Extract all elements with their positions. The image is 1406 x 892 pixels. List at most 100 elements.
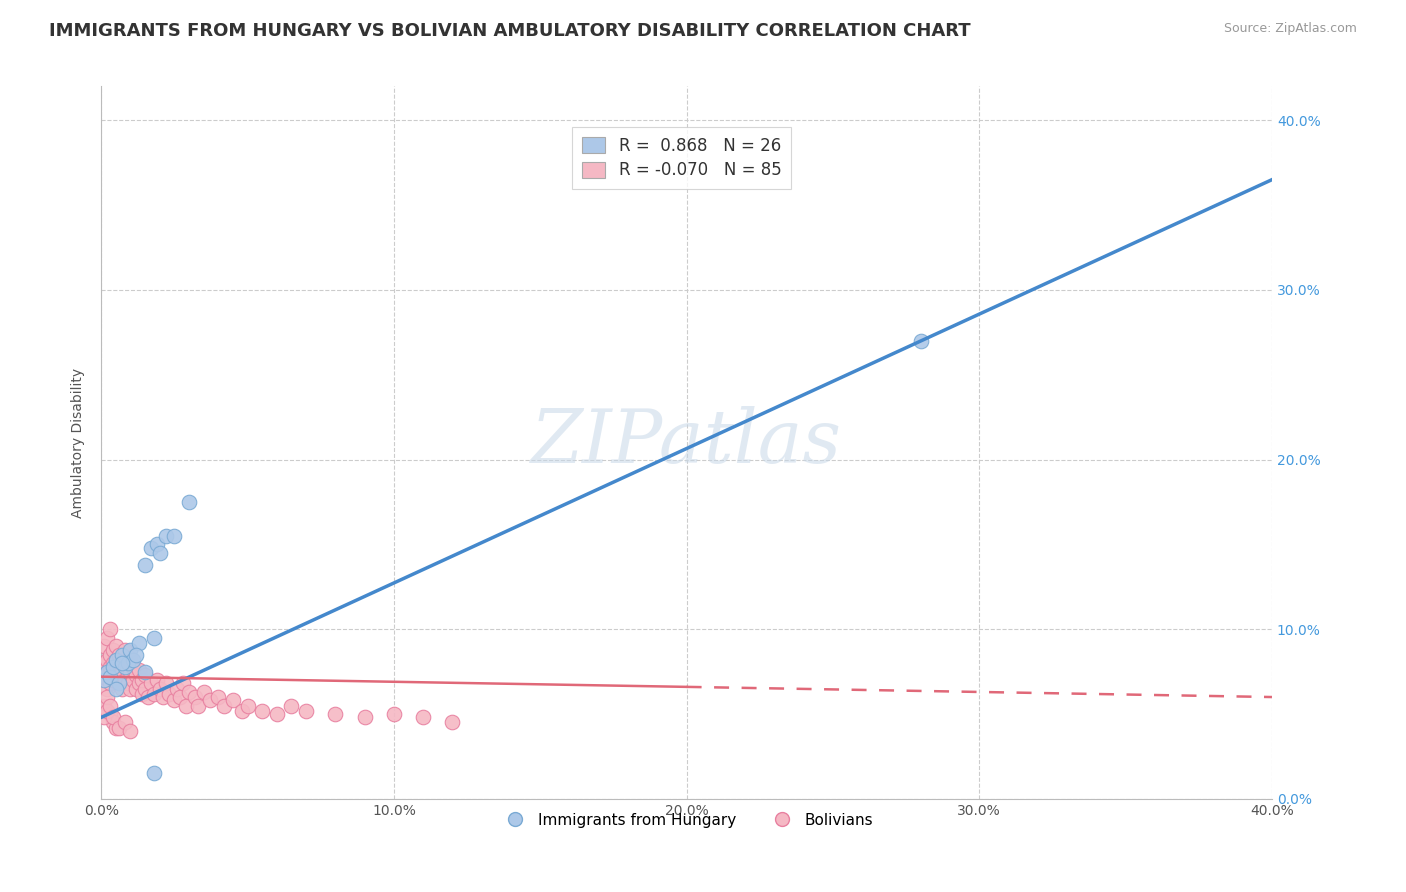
Point [134,558,156,572]
Point [139,676,162,690]
Point [96,665,118,679]
Point [93,639,115,653]
Point [107,676,129,690]
Point [114,656,136,670]
Point [111,653,134,667]
Point [101,656,124,670]
Point [98,698,121,713]
Point [104,670,127,684]
Point [139,541,162,555]
Point [163,529,186,543]
Point [910,334,932,348]
Point [98,648,121,662]
Point [187,698,209,713]
Point [101,642,124,657]
Point [98,670,121,684]
Point [93,698,115,713]
Point [101,710,124,724]
Point [193,685,215,699]
Point [207,690,229,704]
Point [104,681,127,696]
Point [128,676,150,690]
Point [128,636,150,650]
Point [231,704,253,718]
Point [142,631,165,645]
Point [177,685,200,699]
Point [111,681,134,696]
Point [169,690,191,704]
Point [96,704,118,718]
Point [353,710,375,724]
Point [125,668,148,682]
Point [172,676,194,690]
Point [98,676,121,690]
Point [157,687,180,701]
Point [155,676,177,690]
Point [96,665,118,679]
Point [120,681,142,696]
Point [107,676,129,690]
Point [104,653,127,667]
Point [236,698,259,713]
Point [125,681,148,696]
Point [184,690,207,704]
Point [114,659,136,673]
Point [104,721,127,735]
Point [152,690,174,704]
Point [111,648,134,662]
Point [93,656,115,670]
Point [98,659,121,673]
Point [142,687,165,701]
Point [120,723,142,738]
Point [222,693,245,707]
Point [142,766,165,780]
Point [101,715,124,730]
Point [149,546,172,560]
Point [266,706,288,721]
Point [174,698,197,713]
Text: Source: ZipAtlas.com: Source: ZipAtlas.com [1223,22,1357,36]
Point [146,537,169,551]
Point [134,681,156,696]
Point [120,651,142,665]
Point [111,665,134,679]
Point [134,668,156,682]
Point [114,715,136,730]
Point [131,687,153,701]
Point [96,631,118,645]
Point [120,665,142,679]
Point [136,690,159,704]
Point [122,653,145,667]
Point [93,710,115,724]
Point [98,706,121,721]
Point [441,715,464,730]
Point [107,659,129,673]
Point [250,704,273,718]
Point [93,670,115,684]
Point [412,710,434,724]
Point [93,673,115,687]
Point [122,673,145,687]
Point [114,673,136,687]
Point [117,665,139,679]
Y-axis label: Ambulatory Disability: Ambulatory Disability [72,368,86,517]
Point [101,659,124,673]
Point [212,698,235,713]
Point [98,622,121,636]
Point [163,693,186,707]
Point [111,656,134,670]
Point [125,648,148,662]
Point [295,704,318,718]
Point [120,642,142,657]
Point [128,663,150,677]
Point [117,676,139,690]
Point [114,642,136,657]
Point [96,653,118,667]
Point [149,681,172,696]
Point [96,690,118,704]
Point [107,648,129,662]
Point [280,698,302,713]
Point [104,639,127,653]
Point [198,693,221,707]
Point [382,706,405,721]
